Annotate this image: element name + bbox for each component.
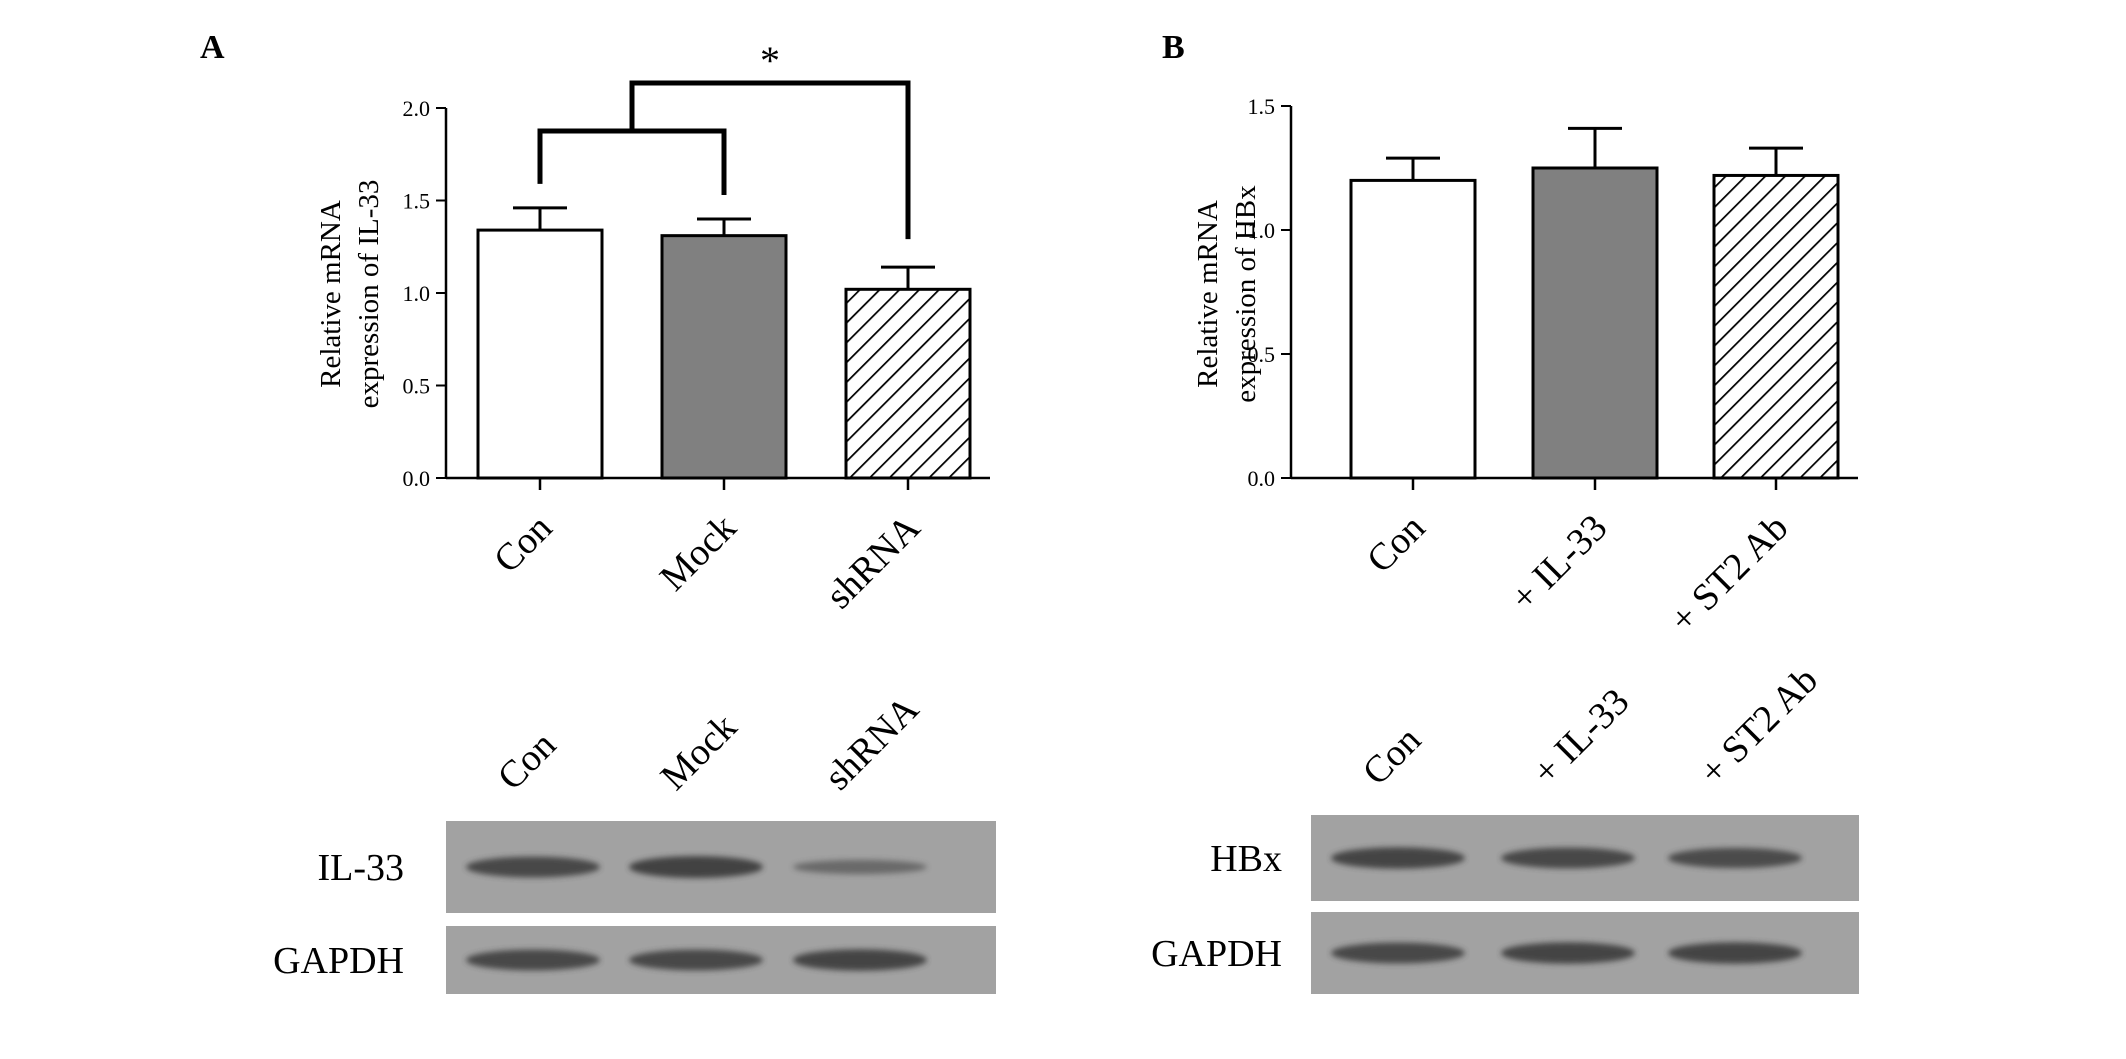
- y-tick-label: 0.5: [1248, 342, 1276, 367]
- blot-band: [629, 856, 763, 878]
- blot-row-label: GAPDH: [1151, 933, 1282, 975]
- blot-band: [1331, 942, 1465, 964]
- blot-lane-label: shRNA: [817, 688, 928, 799]
- category-label: Mock: [652, 507, 744, 599]
- blot-lane-label: + IL-33: [1525, 681, 1638, 794]
- bar-3: [844, 287, 972, 480]
- y-tick-label: 1.0: [1248, 218, 1276, 243]
- y-axis-label: expression of IL-33: [353, 180, 385, 409]
- blot-row-label: GAPDH: [273, 940, 404, 982]
- blot-band: [466, 949, 600, 971]
- blot-band: [466, 856, 600, 878]
- blot-row-label: IL-33: [317, 847, 404, 889]
- y-tick-label: 1.0: [403, 281, 431, 306]
- significance-bracket-inner: [537, 128, 727, 195]
- bar-2: [660, 234, 788, 480]
- blot-band: [1668, 942, 1802, 964]
- category-label: shRNA: [818, 506, 929, 617]
- y-tick-label: 0.5: [403, 374, 431, 399]
- category-label: Con: [486, 507, 561, 582]
- blot-lane-label: Mock: [653, 706, 745, 798]
- category-label: + IL-33: [1503, 507, 1616, 620]
- bar-1: [476, 228, 604, 480]
- significance-bracket-outer: [629, 80, 911, 240]
- significance-star: *: [760, 38, 780, 83]
- y-axis-label: Relative mRNA: [315, 200, 347, 388]
- blot-lane-label: Con: [1355, 719, 1430, 794]
- bar-1: [1349, 178, 1477, 480]
- blot-band: [1501, 847, 1635, 869]
- y-tick-label: 0.0: [1248, 466, 1276, 491]
- blot-band: [1501, 942, 1635, 964]
- y-tick-label: 1.5: [1248, 94, 1276, 119]
- blot-row-label: HBx: [1210, 838, 1282, 880]
- y-axis-label: Relative mRNA: [1192, 200, 1224, 388]
- panel-letter: A: [200, 29, 225, 66]
- blot-lane-label: Con: [490, 724, 565, 799]
- y-axis-label: expression of HBx: [1230, 185, 1262, 403]
- y-tick-label: 0.0: [403, 466, 431, 491]
- y-tick-label: 2.0: [403, 96, 431, 121]
- category-label: + ST2 Ab: [1662, 507, 1796, 641]
- blot-band: [1668, 847, 1802, 869]
- panel-letter: B: [1162, 29, 1185, 66]
- category-label: Con: [1359, 507, 1434, 582]
- blot-band: [629, 949, 763, 971]
- blot-band: [1331, 847, 1465, 869]
- bar-2: [1531, 166, 1659, 480]
- y-tick-label: 1.5: [403, 189, 431, 214]
- blot-lane-label: + ST2 Ab: [1692, 659, 1826, 793]
- blot-band: [793, 949, 927, 971]
- bar-3: [1712, 173, 1840, 480]
- blot-band: [793, 859, 927, 875]
